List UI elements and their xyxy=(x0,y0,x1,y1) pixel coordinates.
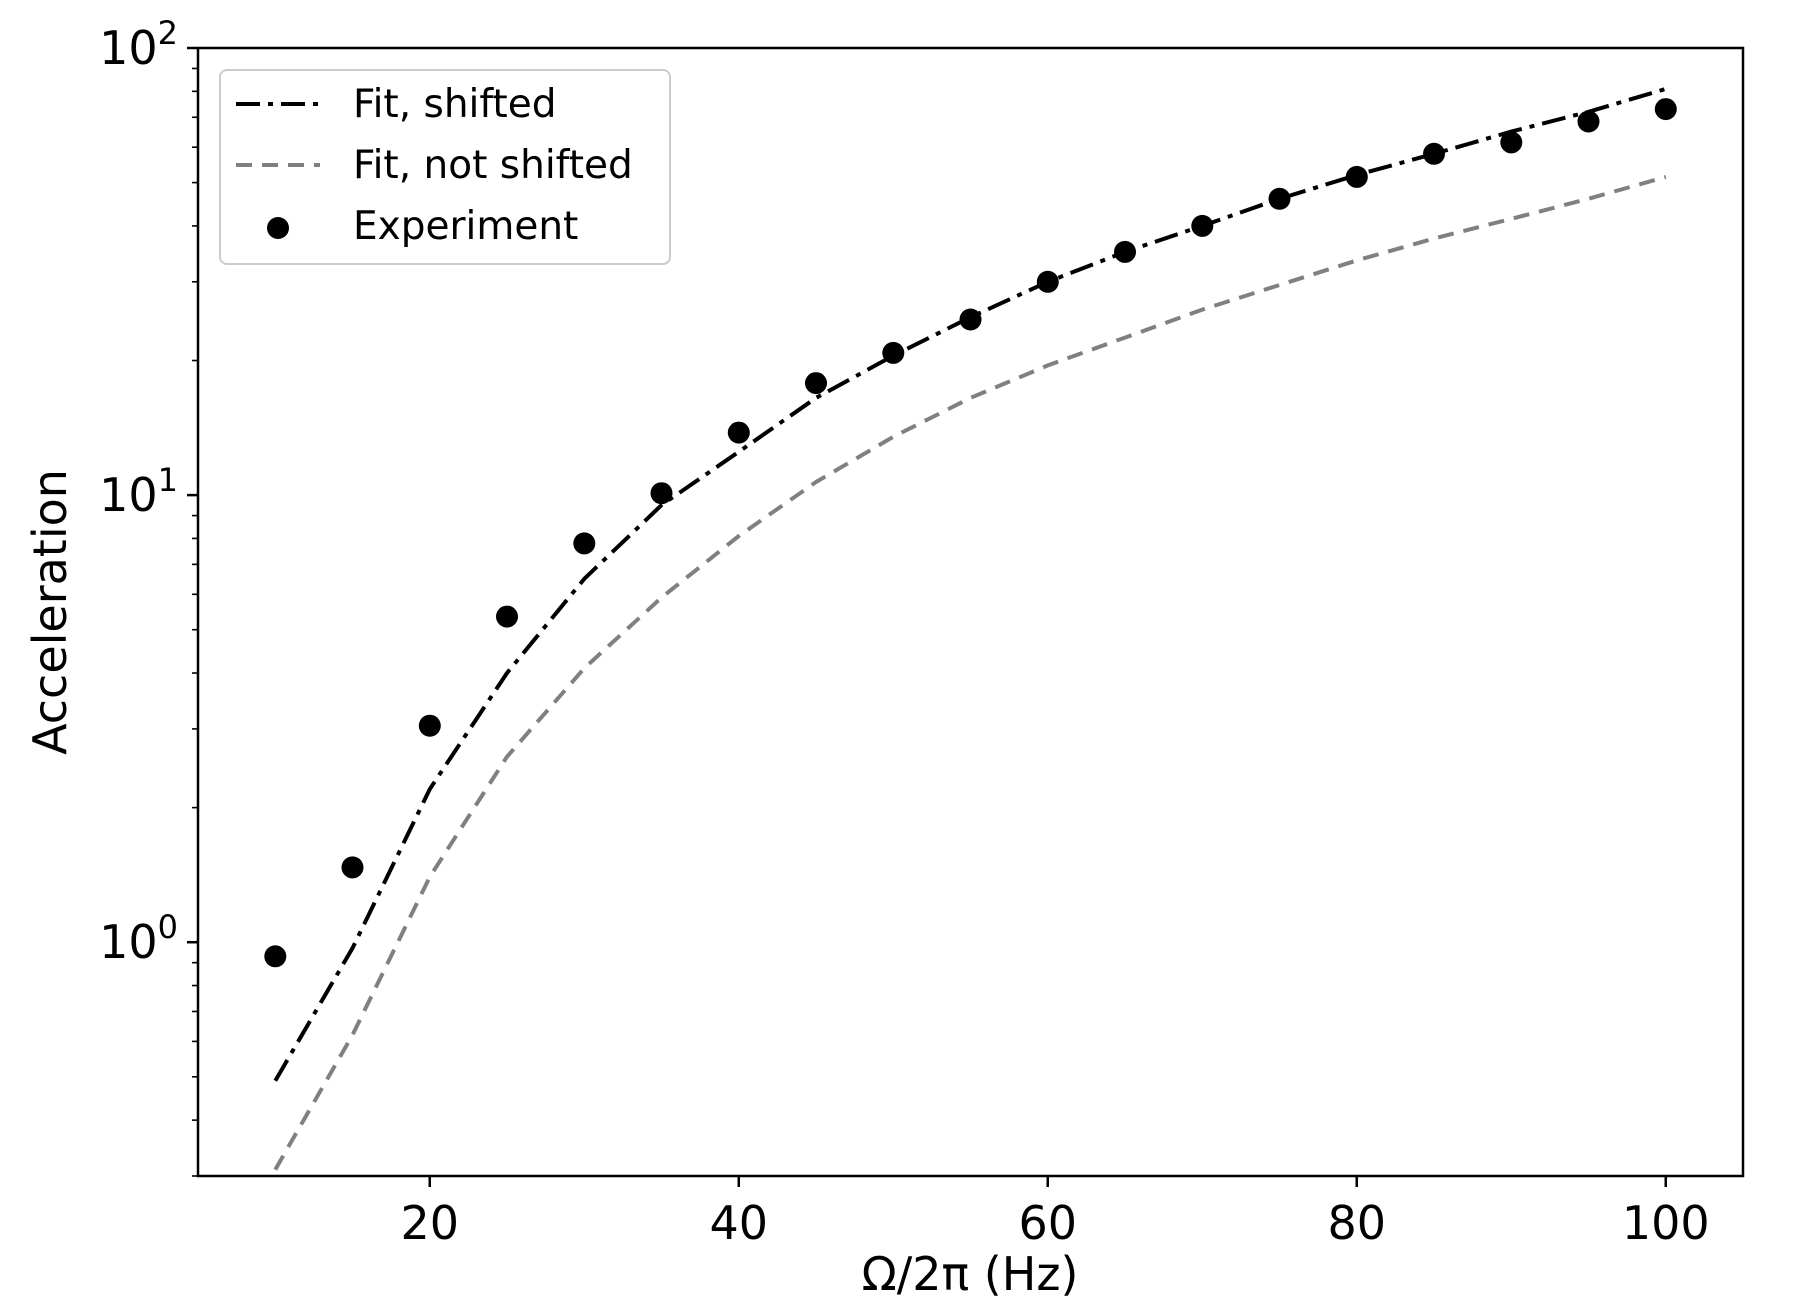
data-point xyxy=(1268,187,1291,210)
x-axis-label: Ω/2π (Hz) xyxy=(862,1247,1079,1301)
y-tick-label-1: 100 xyxy=(99,908,178,969)
legend: Fit, shifted Fit, not shifted Experiment xyxy=(219,69,671,265)
axes-frame xyxy=(196,46,1745,1178)
data-point xyxy=(1423,142,1445,165)
legend-label-fit-shifted: Fit, shifted xyxy=(353,82,556,127)
x-tick-label-100: 100 xyxy=(1622,1196,1710,1250)
x-tick-label-40: 40 xyxy=(709,1196,768,1250)
data-point xyxy=(959,308,982,331)
data-point xyxy=(264,945,287,968)
y-tick-label-10: 101 xyxy=(99,461,178,522)
x-tick-label-20: 20 xyxy=(400,1196,459,1250)
legend-frame xyxy=(219,69,671,265)
data-point xyxy=(1500,131,1523,154)
series-points-experiment xyxy=(264,98,1677,968)
data-point xyxy=(418,714,441,737)
legend-label-fit-not-shifted: Fit, not shifted xyxy=(353,143,633,188)
data-point xyxy=(727,421,750,444)
x-tick-label-60: 60 xyxy=(1018,1196,1077,1250)
data-point xyxy=(1191,214,1214,237)
data-point xyxy=(341,856,364,879)
data-point xyxy=(1577,110,1600,133)
y-axis-label: Acceleration xyxy=(23,469,77,755)
data-point xyxy=(805,372,827,395)
data-point xyxy=(1654,98,1677,121)
x-tick-label-80: 80 xyxy=(1327,1196,1386,1250)
series-line-fit-not-shifted xyxy=(273,174,1667,1171)
tick-labels: 20 40 60 80 100 100 101 102 xyxy=(99,14,1710,1250)
data-point xyxy=(496,605,518,628)
legend-label-experiment: Experiment xyxy=(353,204,578,249)
y-tick-label-100: 102 xyxy=(99,14,178,75)
data-point xyxy=(650,482,673,505)
data-point xyxy=(573,532,596,555)
data-point xyxy=(1114,240,1136,263)
data-point xyxy=(1345,165,1368,188)
plot-area xyxy=(264,86,1677,1171)
data-point xyxy=(882,341,905,364)
legend-sample-experiment xyxy=(267,217,289,239)
data-point xyxy=(1036,270,1059,293)
